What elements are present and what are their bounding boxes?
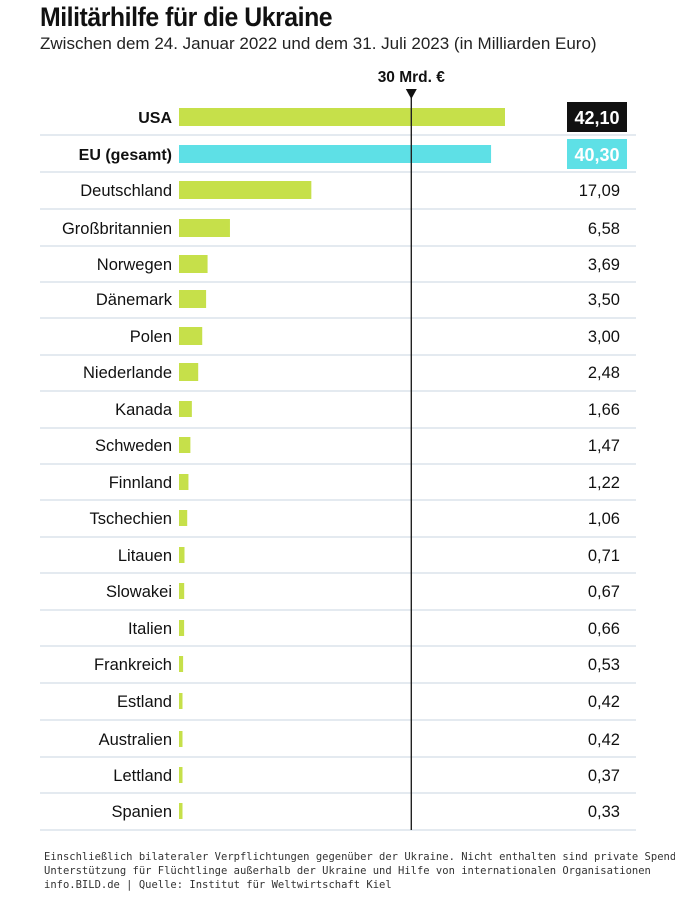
value-label-australien: 0,42 (588, 731, 620, 749)
bar-norwegen (179, 255, 208, 273)
value-label-usa: 42,10 (574, 108, 619, 128)
value-label-frankreich: 0,53 (588, 656, 620, 674)
value-label-spanien: 0,33 (588, 803, 620, 821)
bar-polen (179, 327, 203, 345)
value-label-schweden: 1,47 (588, 437, 620, 455)
bar-schweden (179, 437, 191, 453)
value-label-slowakei: 0,67 (588, 583, 620, 601)
category-label-italien: Italien (128, 620, 172, 638)
bar-niederlande (179, 363, 199, 381)
category-label-tschechien: Tschechien (89, 510, 172, 528)
value-label-polen: 3,00 (588, 328, 620, 346)
category-label-australien: Australien (99, 731, 172, 749)
bar-chart: USA 42,10 EU (gesamt) 40,30 Deutschland 17,09… (40, 69, 636, 831)
value-badge-eu-gesamt (567, 139, 627, 169)
category-label-niederlande: Niederlande (83, 364, 172, 382)
category-label-spanien: Spanien (111, 803, 172, 821)
category-label-norwegen: Norwegen (97, 256, 172, 274)
category-label-finnland: Finnland (109, 474, 172, 492)
bar-estland (179, 693, 183, 709)
category-label-daenemark: Dänemark (96, 291, 173, 309)
value-label-daenemark: 3,50 (588, 291, 620, 309)
category-label-lettland: Lettland (113, 767, 172, 785)
source-line: info.BILD.de | Quelle: Institut für Welt… (44, 879, 392, 891)
bar-usa (179, 108, 505, 126)
reference-marker-icon (405, 89, 417, 99)
category-label-kanada: Kanada (115, 401, 173, 419)
value-label-tschechien: 1,06 (588, 510, 620, 528)
footnote-line-2: Unterstützung für Flüchtlinge außerhalb … (44, 865, 651, 877)
category-label-usa: USA (138, 110, 172, 127)
bar-australien (179, 731, 183, 747)
bar-deutschland (179, 181, 312, 199)
category-label-slowakei: Slowakei (106, 583, 172, 601)
bar-grossbritannien (179, 219, 230, 237)
value-label-estland: 0,42 (588, 693, 620, 711)
bar-kanada (179, 401, 192, 417)
value-label-litauen: 0,71 (588, 547, 620, 565)
value-label-lettland: 0,37 (588, 767, 620, 785)
value-label-italien: 0,66 (588, 620, 620, 638)
reference-line-label: 30 Mrd. € (378, 69, 446, 86)
value-label-kanada: 1,66 (588, 401, 620, 419)
bar-spanien (179, 803, 183, 819)
value-label-finnland: 1,22 (588, 474, 620, 492)
bar-slowakei (179, 583, 185, 599)
bar-lettland (179, 767, 183, 783)
category-label-frankreich: Frankreich (94, 656, 172, 674)
bar-litauen (179, 547, 185, 563)
page-subtitle: Zwischen dem 24. Januar 2022 und dem 31.… (40, 34, 597, 53)
value-label-norwegen: 3,69 (588, 256, 620, 274)
bar-frankreich (179, 656, 184, 672)
footnote-line-1: Einschließlich bilateraler Verpflichtung… (44, 851, 675, 863)
category-label-eu-gesamt: EU (gesamt) (79, 147, 172, 164)
bar-tschechien (179, 510, 188, 526)
category-label-deutschland: Deutschland (80, 182, 172, 200)
category-label-grossbritannien: Großbritannien (62, 220, 172, 238)
value-label-niederlande: 2,48 (588, 364, 620, 382)
value-badge-usa (567, 102, 627, 132)
value-label-eu-gesamt: 40,30 (574, 145, 619, 165)
bar-daenemark (179, 290, 207, 308)
category-label-litauen: Litauen (118, 547, 172, 565)
value-label-grossbritannien: 6,58 (588, 220, 620, 238)
page-title: Militärhilfe für die Ukraine (40, 2, 333, 32)
footnote: Einschließlich bilateraler Verpflichtung… (44, 850, 675, 892)
bar-finnland (179, 474, 189, 490)
bar-italien (179, 620, 185, 636)
value-label-deutschland: 17,09 (579, 182, 620, 200)
bar-eu-gesamt (179, 145, 492, 163)
category-label-schweden: Schweden (95, 437, 172, 455)
category-label-estland: Estland (117, 693, 172, 711)
category-label-polen: Polen (130, 328, 172, 346)
